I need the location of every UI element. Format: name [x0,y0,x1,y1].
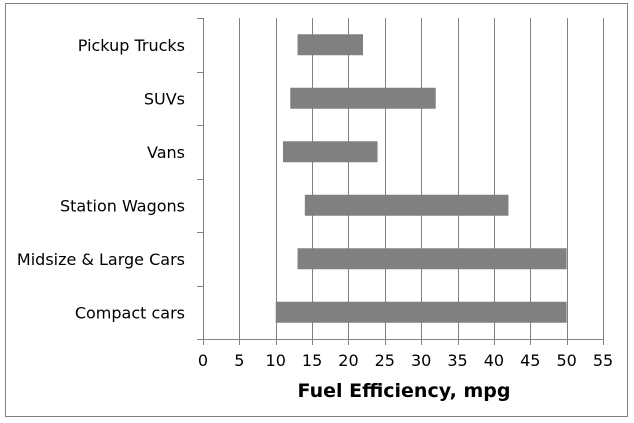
category-label: Vans [147,143,185,162]
bar-station-wagons [304,194,509,216]
x-tick-label-50: 50 [556,351,576,370]
x-axis-title: Fuel Efficiency, mpg [298,380,511,402]
bars [275,34,567,323]
bar-midsize-large-cars [297,248,567,270]
x-tick-label-40: 40 [484,351,504,370]
x-tick-label-5: 5 [234,351,244,370]
x-tick-labels: 0 5 10 15 20 25 30 35 40 45 50 55 [198,351,613,370]
gridlines [239,18,604,339]
bar-pickup-trucks [297,34,363,56]
x-tick-label-55: 55 [593,351,613,370]
category-label: Station Wagons [60,196,185,215]
x-tick-label-10: 10 [266,351,286,370]
category-labels: Pickup Trucks SUVs Vans Station Wagons Midsi… [17,36,185,323]
x-tick-label-30: 30 [411,351,431,370]
category-label: Pickup Trucks [78,36,185,55]
x-tick-label-25: 25 [375,351,395,370]
bar-suvs [290,87,436,109]
bar-vans [283,141,378,163]
bar-compact-cars [275,301,567,323]
x-tick-label-0: 0 [198,351,208,370]
x-tick-label-45: 45 [520,351,540,370]
x-tick-label-20: 20 [338,351,358,370]
category-label: SUVs [144,89,185,108]
x-tick-label-15: 15 [302,351,322,370]
axes [197,18,604,345]
x-tick-label-35: 35 [447,351,467,370]
category-label: Compact cars [75,303,185,322]
category-label: Midsize & Large Cars [17,250,185,269]
